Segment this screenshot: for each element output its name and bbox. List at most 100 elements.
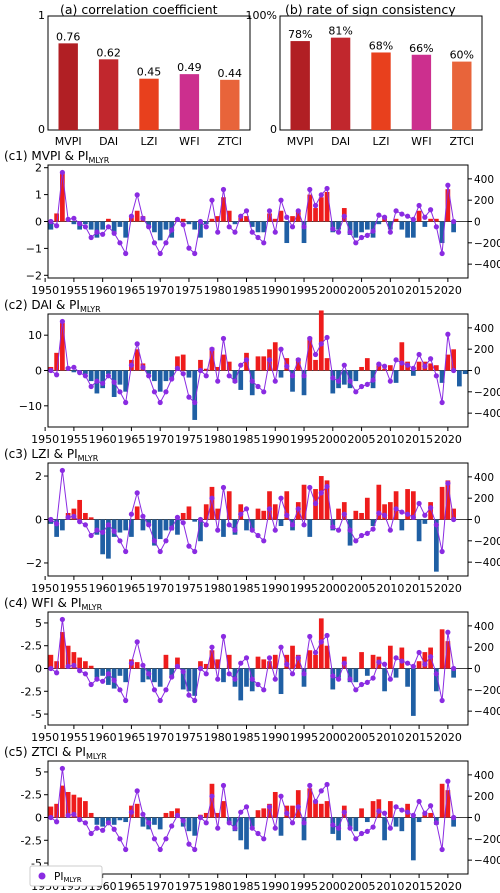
panel-c3-pi-point [146, 522, 152, 528]
panel-c1-xtick-label: 2015 [405, 284, 433, 297]
panel-c4-pi-point [82, 671, 88, 677]
panel-c3-pi-point [65, 514, 71, 520]
panel-c3-pi-point [151, 538, 158, 544]
panel-c4-bar [370, 654, 376, 669]
panel-c1-pi-point [215, 229, 221, 235]
panel-c1-pi-point [111, 230, 117, 236]
panel-c3-bar [393, 491, 399, 520]
panel-c4-bar [422, 652, 428, 669]
panel-c3-title: (c3) LZI & PIMLYR [4, 447, 99, 463]
panel-c2-pi-point [226, 373, 232, 379]
panel-c4-xtick-label: 1955 [60, 731, 88, 744]
panel-c5-pi-point [203, 820, 209, 826]
panel-c3-pi-point [301, 522, 307, 528]
panel-c5-ytick-right-label: 0 [474, 813, 481, 825]
panel-c5-pi-point [255, 830, 261, 837]
panel-c4-pi-point [358, 681, 365, 688]
panel-c1-bar [255, 221, 261, 233]
panel-b-ytick-top: 100% [246, 9, 277, 22]
panel-c1-bar [445, 189, 451, 222]
panel-c2-bar [117, 370, 123, 385]
panel-c5-pi-point [358, 830, 365, 837]
panel-c3-bar [83, 512, 88, 520]
panel-c5-bar [387, 801, 393, 818]
panel-c2-pi-point [105, 373, 112, 379]
panel-c4-xtick-label: 1980 [204, 731, 232, 744]
panel-c3-pi-point [163, 538, 169, 544]
panel-c4-ytick-left-label: -5 [31, 708, 42, 721]
panel-c3-pi-point [140, 513, 146, 519]
panel-c5-pi-point [215, 825, 221, 831]
panel-b-bar [371, 52, 391, 131]
panel-c1-bar [192, 221, 198, 230]
panel-c2-pi-point [422, 363, 428, 369]
panel-b-category-label: ZTCI [450, 135, 475, 148]
panel-c2-pi-point [186, 394, 192, 400]
panel-c5-bar [249, 817, 255, 827]
panel-c3-pi-point [157, 548, 163, 555]
panel-c5-pi-point [261, 836, 267, 842]
panel-c1-pi-point [330, 226, 336, 232]
panel-b-bar [411, 54, 432, 131]
panel-c3-bar [376, 484, 382, 520]
panel-c3-pi-point [416, 500, 422, 507]
panel-c2-pi-point [209, 346, 215, 352]
panel-c3-bar [111, 519, 117, 537]
panel-c1-pi-point [358, 234, 365, 241]
panel-c3-bar [186, 506, 192, 520]
panel-c5-bar [48, 806, 54, 818]
panel-c4-bar [209, 650, 215, 669]
panel-c2-pi-point [100, 380, 106, 386]
panel-c2-pi-point [399, 360, 405, 366]
panel-c1-pi-point [318, 192, 324, 198]
panel-b-category-label: WFI [411, 135, 431, 148]
panel-c3-ytick-right-label: −400 [474, 557, 500, 569]
panel-c4-pi-point [353, 687, 359, 693]
panel-c5-bar [77, 797, 83, 818]
panel-c2-bar [175, 356, 180, 371]
panel-c3-xtick-label: 2010 [376, 582, 404, 595]
panel-c3-bar [301, 484, 307, 520]
panel-c5-pi-point [232, 825, 238, 831]
panel-c3-bar [359, 512, 364, 520]
panel-c2-pi-point [324, 334, 330, 341]
panel-c5-bar [324, 801, 330, 818]
panel-c4-pi-point [169, 674, 175, 680]
panel-c3-bar [129, 519, 134, 537]
panel-c5-pi-point [433, 820, 439, 826]
panel-c4-ytick-left-label: 5 [35, 617, 42, 630]
panel-c5-pi-point [146, 820, 152, 826]
panel-c4-xtick-label: 2015 [405, 731, 433, 744]
panel-c5-pi-point [341, 809, 347, 815]
panel-c1-bar [393, 218, 399, 222]
panel-c3-bar [226, 491, 232, 520]
panel-c4-pi-point [266, 655, 273, 661]
panel-c4-bar [54, 661, 59, 669]
panel-b-value-label: 78% [288, 28, 312, 41]
panel-c1-pi-point [82, 224, 88, 230]
panel-c4-bar [393, 668, 399, 678]
panel-c1-pi-point [232, 229, 238, 235]
panel-c3-bar [221, 519, 226, 537]
panel-c4-pi-point [203, 671, 209, 677]
panel-c4-bar [307, 650, 313, 669]
panel-c1-pi-point [243, 208, 250, 214]
panel-c3-pi-point [358, 532, 365, 539]
panel-c4-bar [77, 657, 83, 669]
panel-c5-xtick-label: 2015 [405, 880, 433, 893]
panel-b-category-label: LZI [373, 135, 390, 148]
panel-c2-pi-point [232, 378, 238, 384]
panel-c2-bar [106, 370, 111, 375]
panel-c4-xtick-label: 1995 [290, 731, 318, 744]
panel-c3-bar [134, 506, 140, 520]
panel-c2-pi-point [416, 351, 422, 358]
panel-c5-pi-point [48, 814, 54, 821]
panel-a-bar [220, 79, 240, 130]
panel-c3-bar [117, 519, 123, 533]
panel-c3-xtick-label: 2000 [319, 582, 347, 595]
panel-c5-bar [65, 791, 71, 818]
panel-c4-pi-point [151, 687, 158, 693]
panel-c1-pi-point [88, 234, 94, 241]
panel-c2-pi-point [364, 381, 370, 387]
panel-c3-bar [261, 510, 267, 520]
